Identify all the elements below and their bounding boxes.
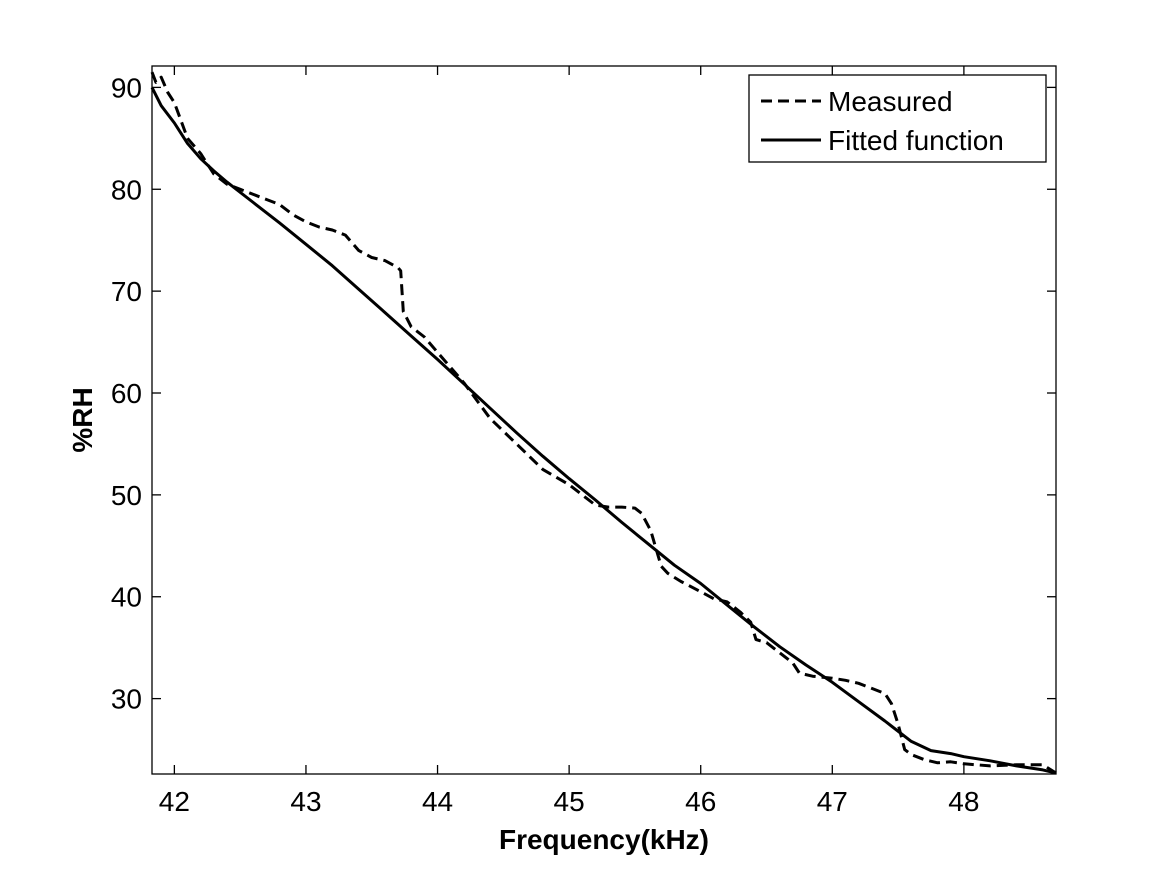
x-tick-label: 42 [159, 786, 190, 817]
legend-label-fitted-function: Fitted function [828, 125, 1004, 156]
legend: Measured Fitted function [748, 74, 1047, 163]
x-tick-label: 45 [554, 786, 585, 817]
x-tick-label: 46 [685, 786, 716, 817]
x-axis-label: Frequency(kHz) [499, 824, 709, 855]
y-tick-label: 30 [111, 684, 142, 715]
x-tick-label: 48 [948, 786, 979, 817]
legend-box [748, 74, 1047, 163]
y-tick-label: 80 [111, 174, 142, 205]
x-tick-label: 44 [422, 786, 453, 817]
series-line-measured [150, 71, 1057, 775]
axis-ticks-layer: 42 43 44 45 46 47 48 30 40 50 60 70 80 90 [111, 66, 1056, 817]
series-layer [150, 71, 1057, 775]
series-line-fitted-function [150, 86, 1057, 775]
legend-label-measured: Measured [828, 86, 953, 117]
plot-area-frame [151, 65, 1057, 775]
y-tick-label: 90 [111, 72, 142, 103]
x-tick-label: 47 [817, 786, 848, 817]
y-tick-label: 70 [111, 276, 142, 307]
y-axis-label: %RH [67, 387, 98, 452]
y-tick-label: 40 [111, 582, 142, 613]
x-tick-label: 43 [290, 786, 321, 817]
y-tick-label: 50 [111, 480, 142, 511]
y-tick-label: 60 [111, 378, 142, 409]
